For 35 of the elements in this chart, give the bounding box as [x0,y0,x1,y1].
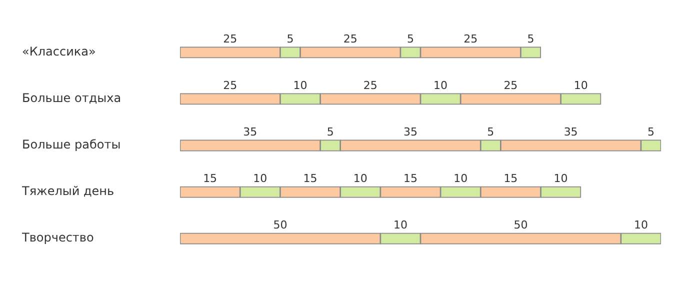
data-label: 5 [487,125,494,138]
data-label: 10 [634,218,648,232]
data-label: 50 [273,218,288,232]
data-label: 15 [504,172,518,185]
data-label: 10 [434,78,448,92]
data-label: 10 [454,172,468,185]
data-label: 15 [203,172,218,185]
data-label: 50 [514,218,528,232]
data-label: 10 [353,172,368,185]
y-tick-label: Творчество [21,230,94,245]
data-label: 25 [464,32,478,46]
data-label: 25 [504,78,518,92]
data-label: 5 [286,32,294,46]
data-label: 25 [223,32,238,46]
y-tick-label: Больше отдыха [22,91,122,106]
data-label: 35 [243,125,258,138]
data-label: 25 [343,32,358,46]
data-label: 25 [363,78,378,92]
data-label: 35 [564,125,578,138]
data-label: 10 [253,172,268,185]
data-label: 15 [303,172,318,185]
data-label: 35 [403,125,418,138]
data-label: 5 [647,125,654,138]
data-label: 5 [527,32,534,46]
data-label: 5 [326,125,334,138]
data-label: 10 [574,78,588,92]
data-label: 15 [403,172,418,185]
y-tick-label: Больше работы [22,138,121,152]
y-tick-label: Тяжелый день [21,184,114,198]
data-label: 10 [554,172,568,185]
data-label: 10 [293,78,308,92]
data-label: 5 [406,32,414,46]
y-tick-label: «Классика» [22,44,96,59]
data-label: 10 [393,218,408,232]
data-label: 25 [223,78,238,92]
